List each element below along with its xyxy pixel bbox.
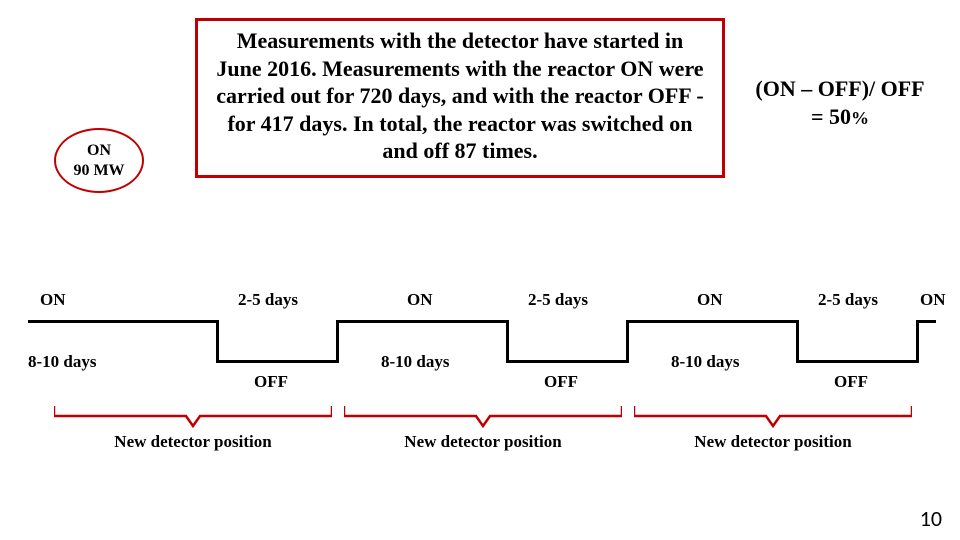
timeline-segment [796, 360, 916, 363]
reactor-ellipse: ON 90 MW [54, 128, 144, 193]
timeline-diagram: ON2-5 daysON2-5 daysON2-5 daysON8-10 day… [28, 280, 938, 480]
reactor-on-label: ON [87, 141, 111, 160]
timeline-segment [916, 320, 919, 363]
off-duration-label: 2-5 days [528, 290, 588, 310]
off-duration-label: 2-5 days [818, 290, 878, 310]
timeline-segment [626, 320, 796, 323]
on-duration-label: 8-10 days [28, 352, 96, 372]
main-description-box: Measurements with the detector have star… [195, 18, 725, 178]
timeline-segment [216, 320, 219, 363]
off-label: OFF [834, 372, 868, 392]
main-description-text: Measurements with the detector have star… [216, 28, 703, 163]
timeline-segment [506, 320, 509, 363]
timeline-segment [916, 320, 936, 323]
timeline-segment [216, 360, 336, 363]
timeline-segment [28, 320, 46, 323]
detector-position-bracket [634, 406, 912, 424]
new-detector-position-label: New detector position [393, 432, 573, 452]
detector-position-bracket [344, 406, 622, 424]
timeline-segment [626, 320, 629, 363]
timeline-segment [336, 320, 506, 323]
detector-position-bracket [54, 406, 332, 424]
new-detector-position-label: New detector position [103, 432, 283, 452]
ratio-line1: (ON – OFF)/ OFF [745, 75, 935, 103]
new-detector-position-label: New detector position [683, 432, 863, 452]
on-label: ON [407, 290, 433, 310]
timeline-segment [796, 320, 799, 363]
on-label: ON [920, 290, 946, 310]
off-duration-label: 2-5 days [238, 290, 298, 310]
ratio-box: (ON – OFF)/ OFF = 50% [745, 75, 935, 130]
reactor-power-label: 90 MW [73, 161, 124, 180]
ratio-line2: = 50% [745, 103, 935, 131]
timeline-segment [336, 320, 339, 363]
page-number: 10 [920, 505, 942, 532]
timeline-segment [506, 360, 626, 363]
off-label: OFF [544, 372, 578, 392]
on-duration-label: 8-10 days [381, 352, 449, 372]
on-label: ON [40, 290, 66, 310]
timeline-segment [46, 320, 216, 323]
on-duration-label: 8-10 days [671, 352, 739, 372]
off-label: OFF [254, 372, 288, 392]
on-label: ON [697, 290, 723, 310]
